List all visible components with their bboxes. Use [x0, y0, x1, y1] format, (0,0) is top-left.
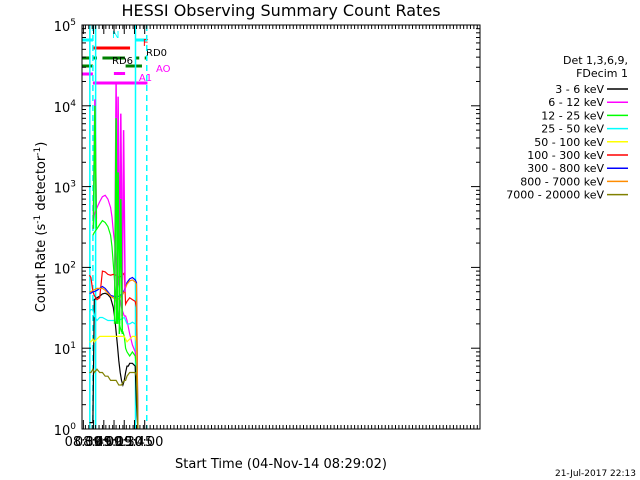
flag-f-label: F — [143, 38, 149, 49]
series-lines — [88, 83, 139, 430]
legend-entry-label: 50 - 100 keV — [534, 136, 604, 149]
series-line-3-6-kev — [89, 292, 139, 430]
legend-entry-label: 300 - 800 keV — [527, 162, 604, 175]
x-tick-label: 08:30 — [65, 435, 102, 450]
y-tick-label: 102 — [54, 260, 76, 277]
plot-frame — [81, 24, 481, 430]
flag-dot — [122, 72, 126, 75]
flag-a1-label: A1 — [139, 73, 152, 84]
flag-n-label: N — [112, 30, 119, 41]
x-tick-label: 09:00 — [85, 435, 122, 450]
legend-entry-label: 7000 - 20000 keV — [506, 189, 604, 202]
x-tick-label: 09:45 — [116, 435, 153, 450]
flare-spike — [118, 199, 124, 335]
flag-dot — [116, 72, 120, 75]
y-tick-label: 101 — [54, 341, 76, 358]
x-tick-label: 10:00 — [126, 435, 163, 450]
legend-header: FDecim 1 — [576, 67, 628, 80]
flag-rd0-label: RD0 — [146, 48, 167, 59]
flare-spike — [115, 172, 121, 324]
x-tick-label: 08:45 — [75, 435, 112, 450]
legend-entry-label: 25 - 50 keV — [541, 123, 604, 136]
series-line-50-100-kev — [89, 335, 139, 430]
footer-date: 21-Jul-2017 22:13 — [555, 469, 636, 479]
flag-dot — [119, 72, 123, 75]
legend-entry-label: 12 - 25 keV — [541, 109, 604, 122]
series-line-7000-20000-kev — [89, 367, 139, 430]
x-axis-label: Start Time (04-Nov-14 08:29:02) — [175, 457, 387, 472]
x-tick-label: 09:30 — [106, 435, 143, 450]
chart-title: HESSI Observing Summary Count Rates — [121, 1, 440, 20]
flare-spike — [92, 105, 98, 229]
legend-entry-label: 6 - 12 keV — [548, 96, 604, 109]
flag-ao-label: AO — [156, 64, 171, 75]
y-tick-label: 103 — [54, 180, 76, 197]
legend-entry-label: 3 - 6 keV — [555, 83, 604, 96]
y-tick-label: 100 — [54, 422, 77, 439]
x-tick-label: 09:15 — [95, 435, 132, 450]
y-tick-label: 104 — [54, 99, 77, 116]
y-axis-label: Count Rate (s-1 detector-1) — [33, 142, 49, 313]
flag-dot — [113, 72, 117, 75]
legend-entry-label: 100 - 300 keV — [527, 149, 604, 162]
legend-header: Det 1,3,6,9, — [563, 54, 628, 67]
flare-spike — [121, 130, 126, 317]
y-tick-label: 105 — [54, 18, 76, 35]
legend-entry-label: 800 - 7000 keV — [520, 175, 604, 188]
flag-rd6-label: RD6 — [112, 56, 133, 67]
series-line-100-300-kev — [88, 270, 139, 430]
